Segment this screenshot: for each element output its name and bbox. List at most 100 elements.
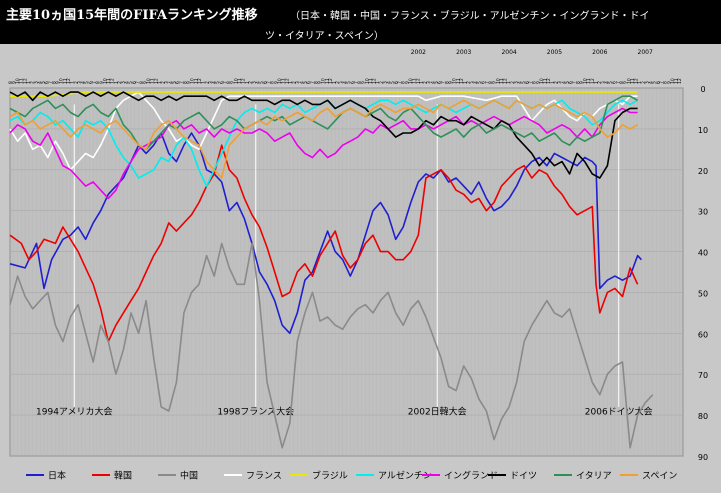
month-tick-label: 7 xyxy=(91,81,97,84)
month-tick-label: 9 xyxy=(230,81,236,84)
month-tick-label: 10 xyxy=(364,78,370,84)
month-tick-label: 10 xyxy=(59,78,65,84)
month-tick-label: 12 xyxy=(546,78,552,84)
month-tick-label: 5 xyxy=(608,81,614,84)
month-tick-label: 3 xyxy=(601,81,607,84)
month-tick-label: 8 xyxy=(619,81,625,84)
month-tick-label: 11 xyxy=(281,78,287,84)
year-label: 2006 xyxy=(592,49,607,56)
chart-subtitle-line1: （日本・韓国・中国・フランス・ブラジル・アルゼンチン・イングランド・ドイ xyxy=(290,11,650,22)
month-tick-label: 2 xyxy=(553,81,559,84)
y-tick-label: 60 xyxy=(698,330,708,339)
month-tick-label: 6 xyxy=(175,81,181,84)
month-tick-label: 4 xyxy=(37,81,43,84)
worldcup-label: 2006ドイツ大会 xyxy=(585,405,653,417)
year-label: 2004 xyxy=(501,49,516,56)
month-tick-label: 7 xyxy=(353,81,359,84)
month-tick-label: 11 xyxy=(455,78,461,84)
month-tick-label: 4 xyxy=(299,81,305,84)
month-tick-label: 9 xyxy=(623,81,629,84)
month-tick-label: 12 xyxy=(634,78,640,84)
month-tick-label: 11 xyxy=(193,78,199,84)
month-tick-label: 3 xyxy=(383,81,389,84)
month-tick-label: 5 xyxy=(84,81,90,84)
month-tick-label: 11 xyxy=(412,78,418,84)
month-tick-label: 10 xyxy=(452,78,458,84)
month-tick-label: 1 xyxy=(463,81,469,84)
y-tick-label: 70 xyxy=(698,371,708,380)
month-tick-label: 9 xyxy=(186,81,192,84)
month-tick-label: 7 xyxy=(528,81,534,84)
month-tick-label: 6 xyxy=(350,81,356,84)
month-tick-label: 5 xyxy=(215,81,221,84)
month-tick-label: 5 xyxy=(390,81,396,84)
month-tick-label: 9 xyxy=(404,81,410,84)
month-tick-label: 9 xyxy=(492,81,498,84)
legend-label: ブラジル xyxy=(312,470,348,482)
month-tick-label: 8 xyxy=(8,81,14,84)
chart-subtitle-line2: ツ・イタリア・スペイン） xyxy=(265,31,384,42)
month-tick-label: 11 xyxy=(368,78,374,84)
month-tick-label: 11 xyxy=(150,78,156,84)
month-tick-label: 10 xyxy=(408,78,414,84)
series-line-9 xyxy=(9,95,638,151)
month-tick-label: 5 xyxy=(433,81,439,84)
month-tick-label: 8 xyxy=(444,81,450,84)
month-tick-label: 6 xyxy=(44,81,50,84)
month-tick-label: 11 xyxy=(62,78,68,84)
month-tick-label: 5 xyxy=(346,81,352,84)
month-tick-label: 3 xyxy=(644,81,650,84)
month-tick-label: 12 xyxy=(153,78,159,84)
month-tick-label: 11 xyxy=(106,78,112,84)
month-tick-label: 10 xyxy=(321,78,327,84)
month-tick-label: 10 xyxy=(277,78,283,84)
month-tick-label: 1 xyxy=(375,81,381,84)
month-tick-label: 3 xyxy=(77,81,83,84)
series-line-4 xyxy=(9,91,638,171)
month-tick-label: 8 xyxy=(575,81,581,84)
month-tick-label: 9 xyxy=(55,81,61,84)
month-tick-label: 2 xyxy=(423,81,429,84)
month-tick-label: 3 xyxy=(33,81,39,84)
month-tick-label: 10 xyxy=(102,78,108,84)
month-tick-label: 10 xyxy=(583,78,589,84)
month-tick-label: 8 xyxy=(313,81,319,84)
y-tick-label: 20 xyxy=(698,167,708,176)
month-tick-label: 2 xyxy=(292,81,298,84)
month-tick-label: 3 xyxy=(121,81,127,84)
month-tick-label: 10 xyxy=(146,78,152,84)
series-line-3 xyxy=(9,242,654,449)
month-tick-label: 11 xyxy=(237,78,243,84)
title-bar: 主要10ヵ国15年間のFIFAランキング推移 （日本・韓国・中国・フランス・ブラ… xyxy=(0,0,721,44)
month-tick-label: 1 xyxy=(201,81,207,84)
year-label: 2005 xyxy=(547,49,562,56)
month-tick-label: 12 xyxy=(110,78,116,84)
month-tick-label: 1 xyxy=(506,81,512,84)
legend-label: 日本 xyxy=(48,470,66,482)
month-tick-label: 2 xyxy=(597,81,603,84)
month-tick-label: 5 xyxy=(172,81,178,84)
month-tick-label: 7 xyxy=(266,81,272,84)
legend-label: 中国 xyxy=(180,470,198,482)
y-tick-label: 10 xyxy=(698,126,708,135)
month-tick-label: 6 xyxy=(437,81,443,84)
month-tick-label: 1 xyxy=(244,81,250,84)
month-tick-label: 3 xyxy=(470,81,476,84)
month-tick-label: 10 xyxy=(15,78,21,84)
month-tick-label: 9 xyxy=(361,81,367,84)
month-tick-label: 4 xyxy=(168,81,174,84)
y-tick-label: 40 xyxy=(698,249,708,258)
month-tick-label: 1 xyxy=(550,81,556,84)
month-tick-label: 3 xyxy=(426,81,432,84)
year-label: 2002 xyxy=(411,49,426,56)
month-tick-label: 9 xyxy=(317,81,323,84)
month-tick-label: 4 xyxy=(255,81,261,84)
month-tick-label: 2 xyxy=(248,81,254,84)
month-tick-label: 5 xyxy=(564,81,570,84)
month-tick-label: 3 xyxy=(164,81,170,84)
month-tick-label: 4 xyxy=(212,81,218,84)
legend-label: イングランド xyxy=(444,470,498,482)
month-tick-label: 5 xyxy=(521,81,527,84)
month-tick-label: 2 xyxy=(335,81,341,84)
month-tick-label: 9 xyxy=(579,81,585,84)
